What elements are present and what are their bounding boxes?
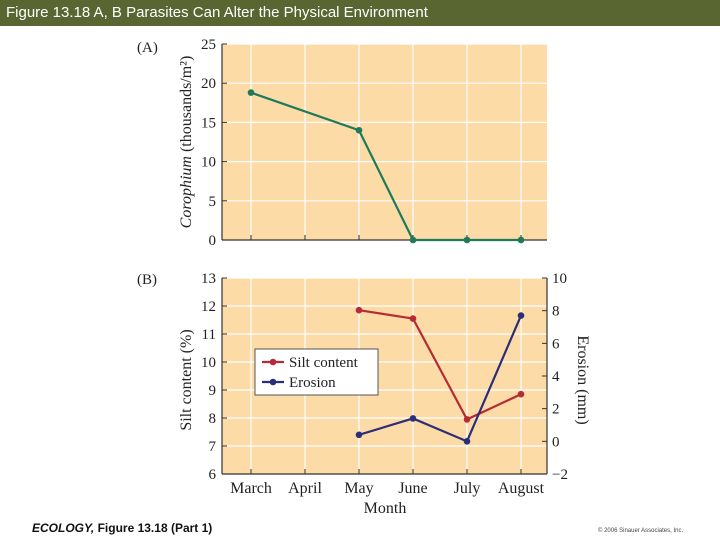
panel-b-silt-content-point	[463, 416, 471, 423]
panel-b-label: (B)	[137, 272, 157, 288]
panel-b-y2-tick-label: 2	[552, 402, 560, 418]
panel-a-corophium-point	[409, 236, 417, 244]
panel-b-y2-tick-label: 6	[552, 336, 560, 352]
panel-b-y-tick-label: 6	[209, 467, 217, 483]
panel-b-y2-tick-label: 8	[552, 304, 560, 320]
panel-a-y-axis-label-italic: Corophium	[178, 152, 195, 228]
panel-b-y-tick-label: 13	[201, 271, 216, 287]
panel-a-label: (A)	[137, 40, 158, 56]
panel-b-y-tick-label: 8	[209, 411, 217, 427]
panel-a-corophium-point	[247, 89, 255, 96]
figure-label: Figure 13.18 (Part 1)	[94, 521, 213, 535]
panel-b-y2-tick-label: 10	[552, 271, 567, 287]
panel-a-y-tick-label: 20	[201, 76, 216, 92]
panel-a-corophium-point	[517, 236, 525, 244]
panel-b-silt-content-line	[358, 309, 522, 421]
panel-b-erosion-point	[463, 438, 471, 445]
panel-a-y-tick-label: 25	[201, 37, 216, 53]
panel-b-erosion-point	[517, 312, 525, 319]
panel-b-silt-content-point	[517, 390, 525, 398]
panel-a-corophium-point	[463, 236, 471, 244]
panel-a-plot-area	[222, 44, 547, 240]
slide-title: Figure 13.18 A, B Parasites Can Alter th…	[6, 4, 428, 21]
legend-silt-content-marker	[269, 358, 277, 366]
panel-b-y-tick-label: 7	[209, 439, 217, 455]
legend-erosion-label: Erosion	[289, 375, 336, 391]
panel-b-x-tick-label: April	[288, 480, 322, 497]
panel-b-y-tick-label: 12	[201, 299, 216, 315]
panel-a-y-tick-label: 0	[209, 233, 217, 249]
legend-erosion-marker	[269, 378, 277, 386]
panel-b-y2-tick-label: 0	[552, 434, 560, 450]
panel-b-legend	[254, 348, 379, 396]
panel-a-y-tick-label: 10	[201, 155, 216, 171]
panel-b-y2-axis-label: Erosion (mm)	[574, 335, 591, 424]
panel-b-x-tick-label: July	[454, 480, 481, 497]
copyright: © 2006 Sinauer Associates, Inc.	[598, 528, 684, 534]
legend-silt-content-label: Silt content	[289, 355, 359, 371]
panel-a-y-axis-label-unit: (thousands/m²)	[178, 56, 195, 152]
panel-b-x-tick-label: March	[230, 480, 272, 497]
panel-b-y-tick-label: 11	[202, 327, 216, 343]
panel-b-erosion-line	[358, 315, 523, 443]
panel-a-y-tick-label: 15	[201, 115, 216, 131]
panel-b-y-axis-label: Silt content (%)	[178, 329, 195, 430]
panel-b-y2-tick-label: 4	[552, 369, 560, 385]
panel-a-y-axis-label: Corophium (thousands/m²)	[178, 56, 195, 229]
title-bar: Figure 13.18 A, B Parasites Can Alter th…	[0, 0, 720, 26]
panel-b-y-tick-label: 10	[201, 355, 216, 371]
book-name: ECOLOGY,	[32, 521, 95, 535]
panel-b-y-tick-label: 9	[209, 383, 217, 399]
panel-b-erosion-point	[409, 415, 417, 422]
panel-a-corophium-point	[355, 126, 363, 134]
panel-a-y-tick-label: 5	[209, 194, 217, 210]
panel-b-x-tick-label: August	[498, 480, 545, 497]
panel-b-silt-content-point	[355, 306, 363, 314]
panel-b-x-axis-label: Month	[364, 500, 407, 517]
panel-b-y2-tick-label: −2	[552, 467, 568, 483]
panel-b-x-tick-label: May	[344, 480, 373, 497]
figure-caption: ECOLOGY, Figure 13.18 (Part 1)	[32, 521, 212, 535]
panel-b-erosion-point	[355, 431, 363, 439]
panel-b-silt-content-point	[409, 315, 417, 322]
panel-b-x-tick-label: June	[398, 480, 427, 497]
